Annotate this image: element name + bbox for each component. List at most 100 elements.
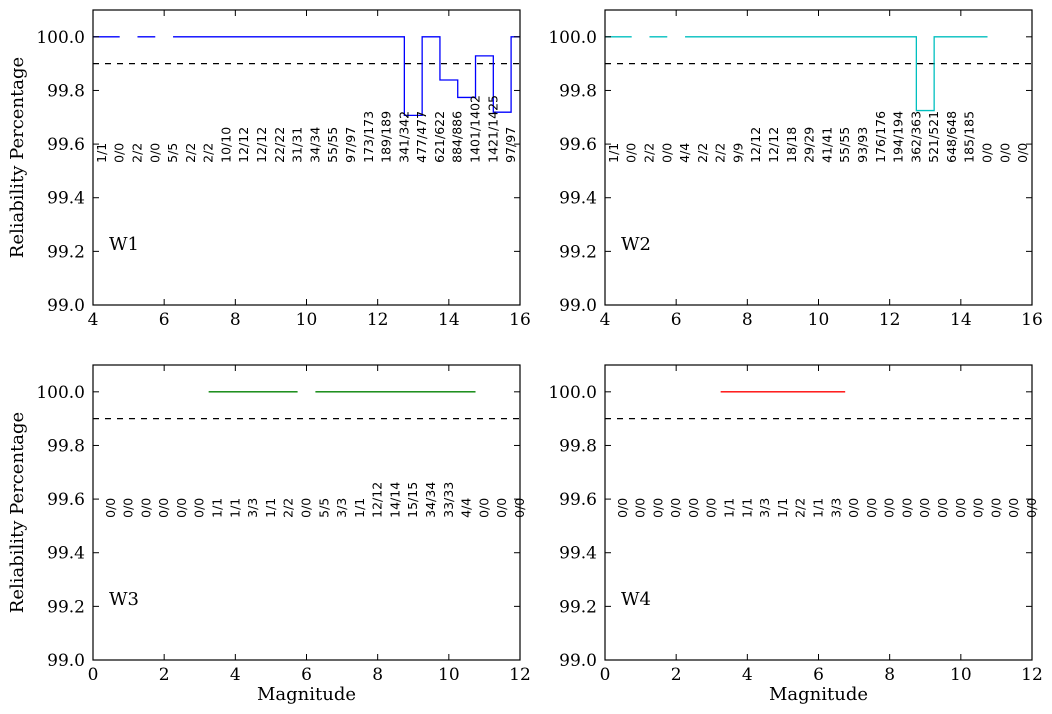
y-tick-label: 99.4 bbox=[559, 544, 597, 564]
bin-count-label: 55/55 bbox=[837, 127, 852, 163]
x-tick-label: 4 bbox=[88, 310, 99, 330]
bin-count-label: 0/0 bbox=[882, 498, 897, 518]
bin-count-label: 1/1 bbox=[94, 143, 109, 163]
y-tick-label: 99.8 bbox=[559, 436, 597, 456]
bin-count-label: 1/1 bbox=[352, 498, 367, 518]
x-tick-label: 0 bbox=[88, 665, 99, 685]
bin-count-label: 0/0 bbox=[1015, 143, 1030, 163]
bin-count-label: 1/1 bbox=[811, 498, 826, 518]
x-tick-label: 6 bbox=[301, 665, 312, 685]
bin-count-label: 0/0 bbox=[299, 498, 314, 518]
bin-count-label: 1401/1402 bbox=[468, 95, 483, 163]
bin-count-label: 9/9 bbox=[730, 143, 745, 163]
bin-count-label: 0/0 bbox=[192, 498, 207, 518]
bin-count-label: 0/0 bbox=[668, 498, 683, 518]
bin-count-label: 1/1 bbox=[210, 498, 225, 518]
y-tick-label: 99.6 bbox=[47, 135, 85, 155]
y-tick-label: 100.0 bbox=[36, 28, 85, 48]
bin-count-label: 97/97 bbox=[503, 127, 518, 163]
bin-count-label: 2/2 bbox=[281, 498, 296, 518]
bin-count-label: 4/4 bbox=[677, 143, 692, 163]
y-tick-label: 99.8 bbox=[47, 436, 85, 456]
bin-count-label: 0/0 bbox=[138, 498, 153, 518]
bin-count-label: 4/4 bbox=[459, 498, 474, 518]
panel-label: W1 bbox=[109, 234, 139, 255]
x-tick-label: 6 bbox=[159, 310, 170, 330]
bin-count-label: 0/0 bbox=[633, 498, 648, 518]
bin-count-label: 0/0 bbox=[121, 498, 136, 518]
bin-count-label: 0/0 bbox=[846, 498, 861, 518]
bin-count-label: 362/363 bbox=[908, 111, 923, 163]
bin-count-label: 0/0 bbox=[935, 498, 950, 518]
x-tick-label: 12 bbox=[879, 310, 901, 330]
bin-count-label: 521/521 bbox=[926, 111, 941, 163]
bin-count-label: 185/185 bbox=[962, 111, 977, 163]
x-tick-label: 8 bbox=[230, 310, 241, 330]
bin-count-label: 1/1 bbox=[739, 498, 754, 518]
bin-count-label: 176/176 bbox=[873, 111, 888, 163]
bin-count-label: 29/29 bbox=[802, 127, 817, 163]
x-tick-label: 4 bbox=[230, 665, 241, 685]
bin-count-label: 648/648 bbox=[944, 111, 959, 163]
bin-count-label: 0/0 bbox=[147, 143, 162, 163]
bin-count-label: 5/5 bbox=[316, 498, 331, 518]
y-tick-label: 99.4 bbox=[47, 189, 85, 209]
bin-count-label: 22/22 bbox=[272, 127, 287, 163]
bin-count-label: 2/2 bbox=[695, 143, 710, 163]
bin-count-label: 0/0 bbox=[174, 498, 189, 518]
x-tick-label: 14 bbox=[438, 310, 460, 330]
bin-count-label: 1/1 bbox=[722, 498, 737, 518]
bin-count-label: 0/0 bbox=[156, 498, 171, 518]
bin-count-label: 0/0 bbox=[1024, 498, 1039, 518]
bin-count-label: 1421/1425 bbox=[485, 95, 500, 163]
x-tick-label: 16 bbox=[509, 310, 531, 330]
x-tick-label: 12 bbox=[509, 665, 531, 685]
bin-count-label: 12/12 bbox=[766, 127, 781, 163]
y-tick-label: 100.0 bbox=[548, 28, 597, 48]
bin-count-label: 0/0 bbox=[704, 498, 719, 518]
bin-count-label: 0/0 bbox=[997, 143, 1012, 163]
bin-count-label: 1/1 bbox=[263, 498, 278, 518]
bin-count-label: 2/2 bbox=[793, 498, 808, 518]
bin-count-label: 55/55 bbox=[325, 127, 340, 163]
y-tick-label: 99.2 bbox=[47, 597, 85, 617]
bin-count-label: 34/34 bbox=[423, 482, 438, 518]
bin-count-label: 0/0 bbox=[615, 498, 630, 518]
y-tick-label: 99.4 bbox=[559, 189, 597, 209]
y-tick-label: 99.0 bbox=[559, 651, 597, 671]
x-tick-label: 8 bbox=[742, 310, 753, 330]
reliability-line-segment bbox=[173, 36, 520, 117]
bin-count-label: 477/477 bbox=[414, 111, 429, 163]
x-tick-label: 12 bbox=[1021, 665, 1043, 685]
bin-count-label: 12/12 bbox=[748, 127, 763, 163]
bin-count-label: 3/3 bbox=[245, 498, 260, 518]
bin-count-label: 14/14 bbox=[387, 482, 402, 518]
bin-count-label: 0/0 bbox=[971, 498, 986, 518]
bin-count-label: 2/2 bbox=[183, 143, 198, 163]
x-tick-label: 0 bbox=[600, 665, 611, 685]
x-tick-label: 6 bbox=[813, 665, 824, 685]
x-tick-label: 6 bbox=[671, 310, 682, 330]
y-tick-label: 99.0 bbox=[559, 296, 597, 316]
bin-count-label: 3/3 bbox=[757, 498, 772, 518]
x-axis-label: Magnitude bbox=[769, 684, 868, 705]
x-tick-label: 10 bbox=[438, 665, 460, 685]
bin-count-label: 10/10 bbox=[218, 127, 233, 163]
bin-count-label: 341/342 bbox=[396, 111, 411, 163]
y-tick-label: 99.2 bbox=[559, 597, 597, 617]
bin-count-label: 194/194 bbox=[891, 111, 906, 163]
bin-count-label: 0/0 bbox=[659, 143, 674, 163]
x-tick-label: 14 bbox=[950, 310, 972, 330]
y-tick-label: 99.0 bbox=[47, 296, 85, 316]
y-axis-label: Reliability Percentage bbox=[7, 57, 28, 258]
y-tick-label: 99.8 bbox=[559, 81, 597, 101]
bin-count-label: 1/1 bbox=[227, 498, 242, 518]
bin-count-label: 0/0 bbox=[103, 498, 118, 518]
bin-count-label: 34/34 bbox=[307, 127, 322, 163]
x-tick-label: 2 bbox=[159, 665, 170, 685]
y-tick-label: 99.2 bbox=[559, 242, 597, 262]
panel-label: W4 bbox=[621, 589, 651, 610]
